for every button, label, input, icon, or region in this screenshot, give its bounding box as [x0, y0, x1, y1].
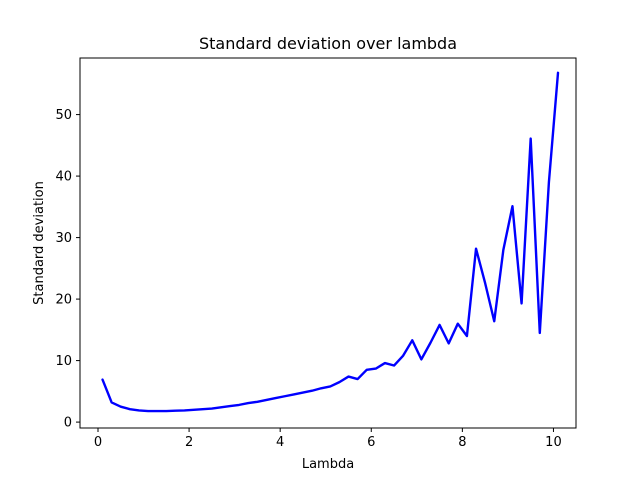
- chart-title: Standard deviation over lambda: [199, 34, 457, 53]
- x-tick-label: 0: [94, 435, 102, 450]
- y-tick-label: 40: [55, 170, 72, 185]
- y-tick-label: 50: [55, 108, 72, 123]
- x-tick-label: 10: [545, 435, 562, 450]
- x-tick-label: 4: [276, 435, 284, 450]
- y-tick-label: 30: [55, 231, 72, 246]
- plot-area-frame: [79, 57, 577, 429]
- x-axis-label: Lambda: [302, 457, 354, 472]
- y-tick-label: 20: [55, 293, 72, 308]
- x-axis-ticks: 0 2 4 6 8 10: [94, 428, 562, 450]
- series-layer: [101, 71, 560, 413]
- y-tick-label: 10: [55, 354, 72, 369]
- y-tick-label: 0: [64, 416, 72, 431]
- y-axis-ticks: 0 10 20 30 40 50: [55, 108, 80, 431]
- x-tick-label: 8: [458, 435, 466, 450]
- x-tick-label: 2: [185, 435, 193, 450]
- y-axis-label: Standard deviation: [32, 181, 47, 305]
- series-line-0: [101, 71, 560, 413]
- x-tick-label: 6: [367, 435, 375, 450]
